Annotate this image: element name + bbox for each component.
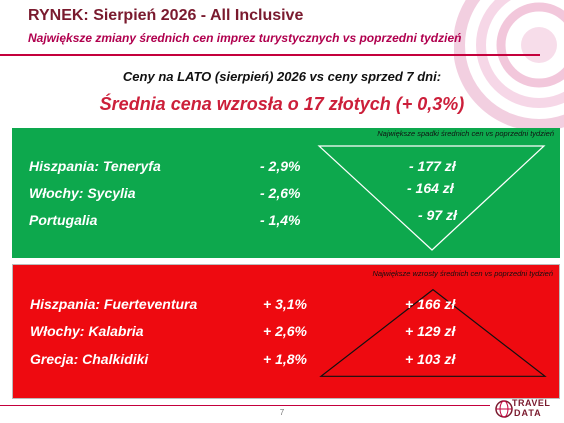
decrease-row: Włochy: Sycylia - 2,6% - 164 zł bbox=[12, 180, 560, 209]
destination-label: Włochy: Sycylia bbox=[29, 185, 136, 201]
page-title: RYNEK: Sierpień 2026 - All Inclusive bbox=[28, 7, 304, 24]
percent-change: + 3,1% bbox=[263, 296, 307, 312]
destination-label: Portugalia bbox=[29, 212, 98, 228]
comparison-caption: Ceny na LATO (sierpień) 2026 vs ceny spr… bbox=[122, 69, 442, 84]
page-number: 7 bbox=[279, 408, 285, 417]
percent-change: - 2,9% bbox=[260, 158, 301, 174]
amount-change: - 164 zł bbox=[407, 180, 454, 196]
decreases-panel: Największe spadki średnich cen vs poprze… bbox=[12, 128, 560, 258]
decrease-row: Portugalia - 1,4% - 97 zł bbox=[12, 207, 560, 236]
destination-label: Hiszpania: Fuerteventura bbox=[30, 296, 198, 312]
travel-data-logo: TRAVEL DATA bbox=[494, 397, 560, 421]
destination-label: Hiszpania: Teneryfa bbox=[29, 158, 161, 174]
percent-change: - 2,6% bbox=[260, 185, 301, 201]
page-subtitle: Największe zmiany średnich cen imprez tu… bbox=[28, 31, 462, 45]
amount-change: + 129 zł bbox=[405, 323, 456, 339]
amount-change: - 177 zł bbox=[409, 158, 456, 174]
percent-change: + 1,8% bbox=[263, 351, 307, 367]
destination-label: Włochy: Kalabria bbox=[30, 323, 144, 339]
increase-row: Grecja: Chalkidiki + 1,8% + 103 zł bbox=[13, 351, 561, 375]
amount-change: + 103 zł bbox=[405, 351, 456, 367]
globe-icon bbox=[495, 400, 513, 418]
header-divider bbox=[0, 54, 540, 56]
increases-panel: Największe wzrosty średnich cen vs poprz… bbox=[12, 264, 560, 399]
amount-change: - 97 zł bbox=[418, 207, 457, 223]
percent-change: + 2,6% bbox=[263, 323, 307, 339]
decreases-note: Największe spadki średnich cen vs poprze… bbox=[377, 129, 554, 138]
increases-note: Największe wzrosty średnich cen vs poprz… bbox=[372, 269, 554, 278]
percent-change: - 1,4% bbox=[260, 212, 301, 228]
destination-label: Grecja: Chalkidiki bbox=[30, 351, 149, 367]
increase-row: Hiszpania: Fuerteventura + 3,1% + 166 zł bbox=[13, 296, 561, 320]
logo-text-line1: TRAVEL bbox=[512, 398, 551, 408]
decorative-circles bbox=[454, 0, 564, 130]
amount-change: + 166 zł bbox=[405, 296, 456, 312]
headline-average-price: Średnia cena wzrosła o 17 złotych (+ 0,3… bbox=[99, 94, 465, 114]
footer-divider bbox=[0, 405, 490, 406]
increase-row: Włochy: Kalabria + 2,6% + 129 zł bbox=[13, 323, 561, 347]
decrease-row: Hiszpania: Teneryfa - 2,9% - 177 zł bbox=[12, 158, 560, 182]
logo-text-line2: DATA bbox=[514, 408, 542, 418]
